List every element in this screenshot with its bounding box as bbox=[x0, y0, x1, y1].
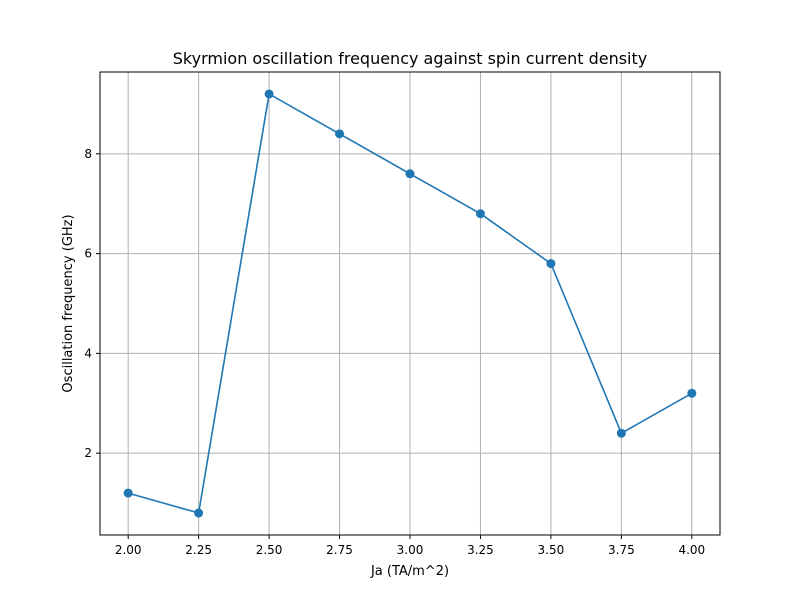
data-point bbox=[475, 209, 485, 219]
x-tick-label: 2.75 bbox=[326, 543, 353, 557]
axis-ticks: 2.00 2.25 2.50 2.75 3.00 3.25 3.50 3.75 4.00 2 4 6 8 bbox=[84, 147, 705, 557]
data-point bbox=[264, 89, 274, 99]
x-tick-label: 3.50 bbox=[538, 543, 565, 557]
y-tick-label: 2 bbox=[84, 446, 92, 460]
series-line bbox=[123, 89, 697, 518]
x-tick-label: 3.00 bbox=[397, 543, 424, 557]
y-axis-label: Oscillation frequency (GHz) bbox=[61, 214, 76, 392]
data-point bbox=[335, 129, 345, 139]
y-tick-label: 8 bbox=[84, 147, 92, 161]
chart-title: Skyrmion oscillation frequency against s… bbox=[173, 49, 647, 68]
data-point bbox=[405, 169, 415, 179]
data-point bbox=[194, 508, 204, 518]
x-tick-label: 4.00 bbox=[678, 543, 705, 557]
data-point bbox=[546, 259, 556, 269]
y-tick-label: 6 bbox=[84, 247, 92, 261]
data-point bbox=[123, 488, 133, 498]
x-tick-label: 2.25 bbox=[185, 543, 212, 557]
grid-lines bbox=[100, 72, 720, 535]
x-tick-label: 3.75 bbox=[608, 543, 635, 557]
x-tick-label: 3.25 bbox=[467, 543, 494, 557]
x-tick-label: 2.00 bbox=[115, 543, 142, 557]
x-axis-label: Ja (TA/m^2) bbox=[370, 564, 449, 579]
x-tick-label: 2.50 bbox=[256, 543, 283, 557]
data-point bbox=[616, 428, 626, 438]
data-point bbox=[687, 388, 697, 398]
y-tick-label: 4 bbox=[84, 346, 92, 360]
